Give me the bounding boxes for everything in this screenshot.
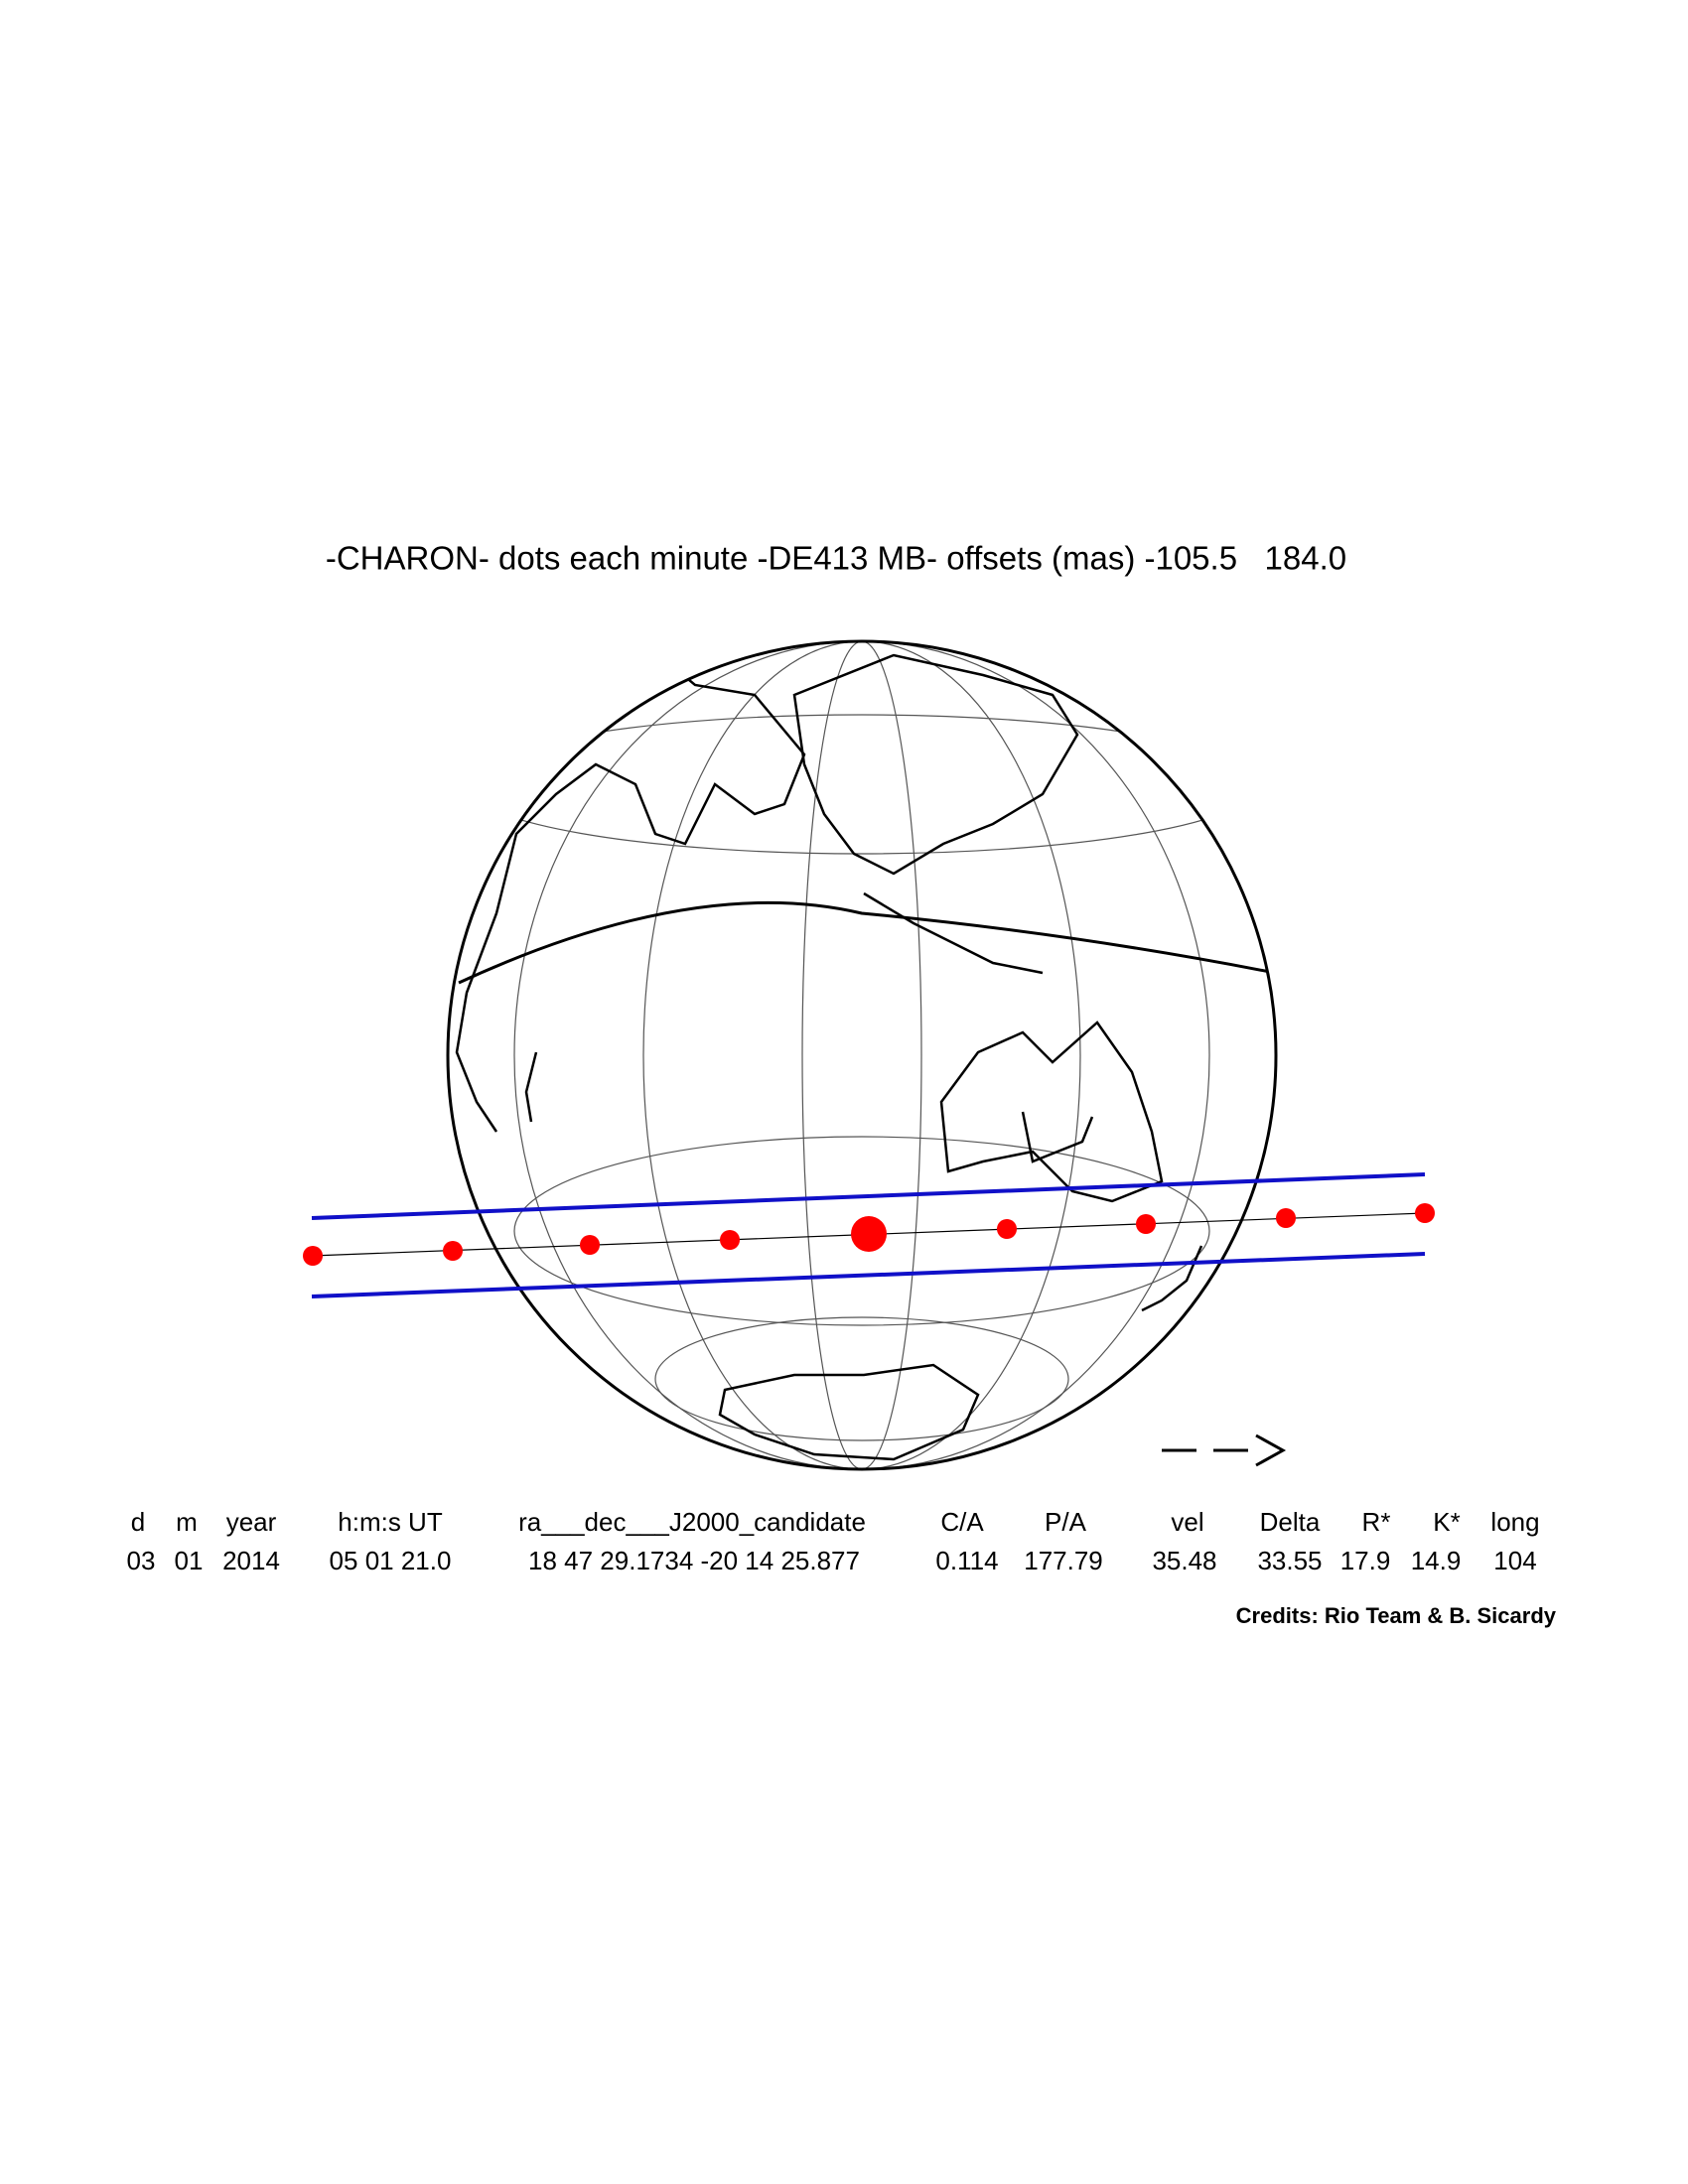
minute-dot (1276, 1208, 1296, 1228)
table-cell: 2014 (222, 1546, 280, 1575)
shadow-limit-south (311, 1252, 1426, 1298)
column-header: R* (1362, 1507, 1391, 1537)
minute-dot (443, 1241, 463, 1261)
equator (458, 900, 1276, 985)
globe-outline (446, 639, 1278, 1471)
minute-dot (580, 1235, 600, 1255)
column-header: ra___dec___J2000_candidate (518, 1507, 866, 1537)
table-cell: 104 (1493, 1546, 1536, 1575)
minute-dot (1415, 1203, 1435, 1223)
minute-dot (303, 1246, 323, 1266)
table-cell: 14.9 (1411, 1546, 1462, 1575)
table-cell: 35.48 (1152, 1546, 1216, 1575)
parameter-table: d m year h:m:s UT ra___dec___J2000_candidate… (127, 1507, 1540, 1575)
credits: Credits: Rio Team & B. Sicardy (1236, 1603, 1557, 1628)
coastlines (455, 641, 1203, 1461)
graticule (464, 641, 1260, 1469)
column-header: K* (1433, 1507, 1460, 1537)
column-header: vel (1171, 1507, 1203, 1537)
motion-arrow (1162, 1433, 1287, 1467)
table-cell: 0.114 (935, 1546, 998, 1575)
column-header: P/A (1045, 1507, 1087, 1537)
minute-dots (303, 1203, 1435, 1266)
column-header: C/A (940, 1507, 984, 1537)
minute-dot (1136, 1214, 1156, 1234)
table-cell: 18 47 29.1734 -20 14 25.877 (528, 1546, 860, 1575)
minute-dot (720, 1230, 740, 1250)
column-header: m (176, 1507, 198, 1537)
table-cell: 01 (175, 1546, 204, 1575)
closest-approach-dot (851, 1216, 887, 1252)
column-header: h:m:s UT (338, 1507, 443, 1537)
table-cell: 177.79 (1024, 1546, 1103, 1575)
column-header: d (131, 1507, 145, 1537)
minute-dot (997, 1219, 1017, 1239)
map-title: -CHARON- dots each minute -DE413 MB- off… (326, 540, 1346, 577)
table-cell: 05 01 21.0 (330, 1546, 452, 1575)
table-cell: 03 (127, 1546, 156, 1575)
column-header: long (1490, 1507, 1539, 1537)
table-cell: 33.55 (1257, 1546, 1322, 1575)
column-header: year (226, 1507, 277, 1537)
column-header: Delta (1260, 1507, 1321, 1537)
shadow-limit-north (311, 1172, 1426, 1220)
table-cell: 17.9 (1340, 1546, 1391, 1575)
